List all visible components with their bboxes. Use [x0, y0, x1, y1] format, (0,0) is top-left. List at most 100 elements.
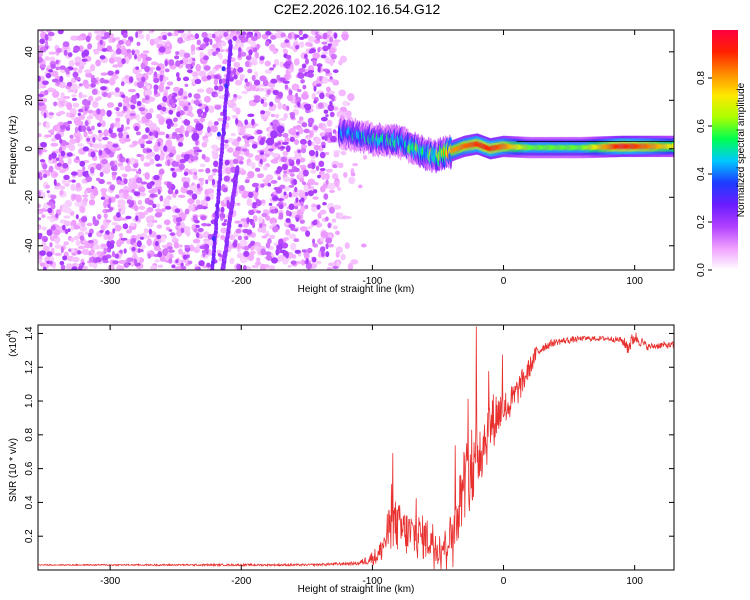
noise-cell [249, 100, 254, 104]
snr-x-tick-label: -300 [100, 576, 120, 587]
noise-cell [210, 144, 218, 150]
noise-cell [268, 148, 274, 152]
noise-cell [146, 238, 153, 247]
noise-cell [264, 60, 271, 67]
noise-cell [59, 185, 66, 191]
noise-cell [156, 224, 163, 229]
noise-cell [119, 47, 128, 56]
noise-cell [167, 246, 173, 250]
noise-cell [325, 38, 331, 43]
noise-cell [293, 58, 300, 66]
noise-cell [269, 101, 274, 107]
noise-cell [339, 212, 344, 220]
noise-cell [130, 168, 138, 172]
noise-cell [139, 249, 144, 253]
noise-cell [174, 266, 183, 270]
noise-cell [331, 95, 335, 102]
noise-cell [352, 162, 359, 167]
noise-cell [167, 159, 171, 167]
noise-cell [50, 70, 59, 77]
noise-cell [144, 95, 150, 101]
noise-cell [59, 138, 63, 144]
noise-cell [60, 264, 66, 270]
noise-cell [165, 118, 173, 126]
noise-cell [332, 129, 337, 134]
noise-cell [214, 50, 219, 55]
noise-cell [101, 189, 107, 197]
spectrogram-y-tick-label: 0 [24, 146, 35, 152]
noise-cell [103, 129, 109, 137]
noise-cell [221, 222, 227, 227]
noise-cell [200, 115, 207, 119]
noise-cell [168, 228, 173, 232]
noise-cell [67, 179, 72, 183]
noise-cell [97, 130, 102, 134]
noise-cell [177, 194, 186, 198]
noise-cell [329, 76, 333, 80]
noise-cell [312, 196, 319, 200]
noise-cell [304, 204, 309, 210]
noise-cell [174, 127, 183, 133]
noise-cell [256, 257, 261, 263]
noise-cell [271, 196, 279, 201]
noise-cell [193, 93, 201, 100]
noise-cell [77, 245, 86, 250]
noise-cell [69, 134, 74, 139]
noise-cell [48, 51, 56, 55]
noise-cell [233, 74, 238, 80]
noise-cell [55, 157, 60, 162]
noise-cell [278, 203, 284, 210]
noise-cell [288, 89, 293, 96]
noise-cell [39, 38, 46, 45]
noise-cell [131, 94, 138, 100]
noise-cell [38, 232, 42, 240]
noise-cell [317, 65, 321, 73]
noise-cell [163, 49, 172, 55]
noise-cell [295, 34, 300, 38]
noise-cell [196, 183, 201, 189]
noise-cell [195, 199, 201, 206]
noise-cell [153, 77, 160, 84]
noise-cell [254, 51, 259, 59]
noise-cell [88, 199, 96, 206]
noise-cell [124, 75, 130, 80]
noise-cell [63, 220, 71, 227]
colorbar-gradient [712, 30, 738, 270]
streak-highlight [221, 66, 226, 72]
noise-cell [329, 189, 336, 193]
noise-cell [150, 61, 159, 66]
noise-cell [248, 191, 254, 199]
noise-cell [184, 83, 189, 88]
noise-cell [176, 222, 181, 226]
noise-cell [48, 165, 54, 173]
spectrogram-y-ticks: -40 -20 0 20 40 [24, 46, 674, 253]
noise-cell [135, 177, 143, 184]
noise-cell [332, 225, 338, 230]
colorbar-tick-label: 0.6 [696, 119, 707, 133]
noise-cell [217, 85, 224, 92]
noise-cell [321, 251, 325, 258]
noise-cell [106, 102, 115, 108]
noise-cell [136, 240, 142, 248]
noise-cell [41, 214, 46, 219]
noise-cell [152, 219, 158, 223]
noise-cell [254, 261, 262, 266]
noise-cell [77, 112, 81, 117]
noise-cell [135, 215, 139, 222]
noise-cell [298, 127, 304, 135]
noise-cell [108, 197, 112, 205]
noise-cell [97, 122, 102, 128]
noise-cell [205, 196, 211, 202]
noise-cell [190, 44, 196, 52]
noise-cell [201, 249, 206, 254]
noise-cell [173, 241, 180, 249]
noise-cell [123, 189, 130, 194]
noise-cell [192, 57, 196, 62]
noise-cell [131, 246, 136, 252]
noise-cell [114, 224, 122, 232]
noise-cell [327, 222, 332, 229]
noise-cell [107, 242, 115, 249]
noise-cell [250, 60, 258, 66]
noise-cell [329, 100, 333, 107]
noise-cell [254, 245, 260, 252]
